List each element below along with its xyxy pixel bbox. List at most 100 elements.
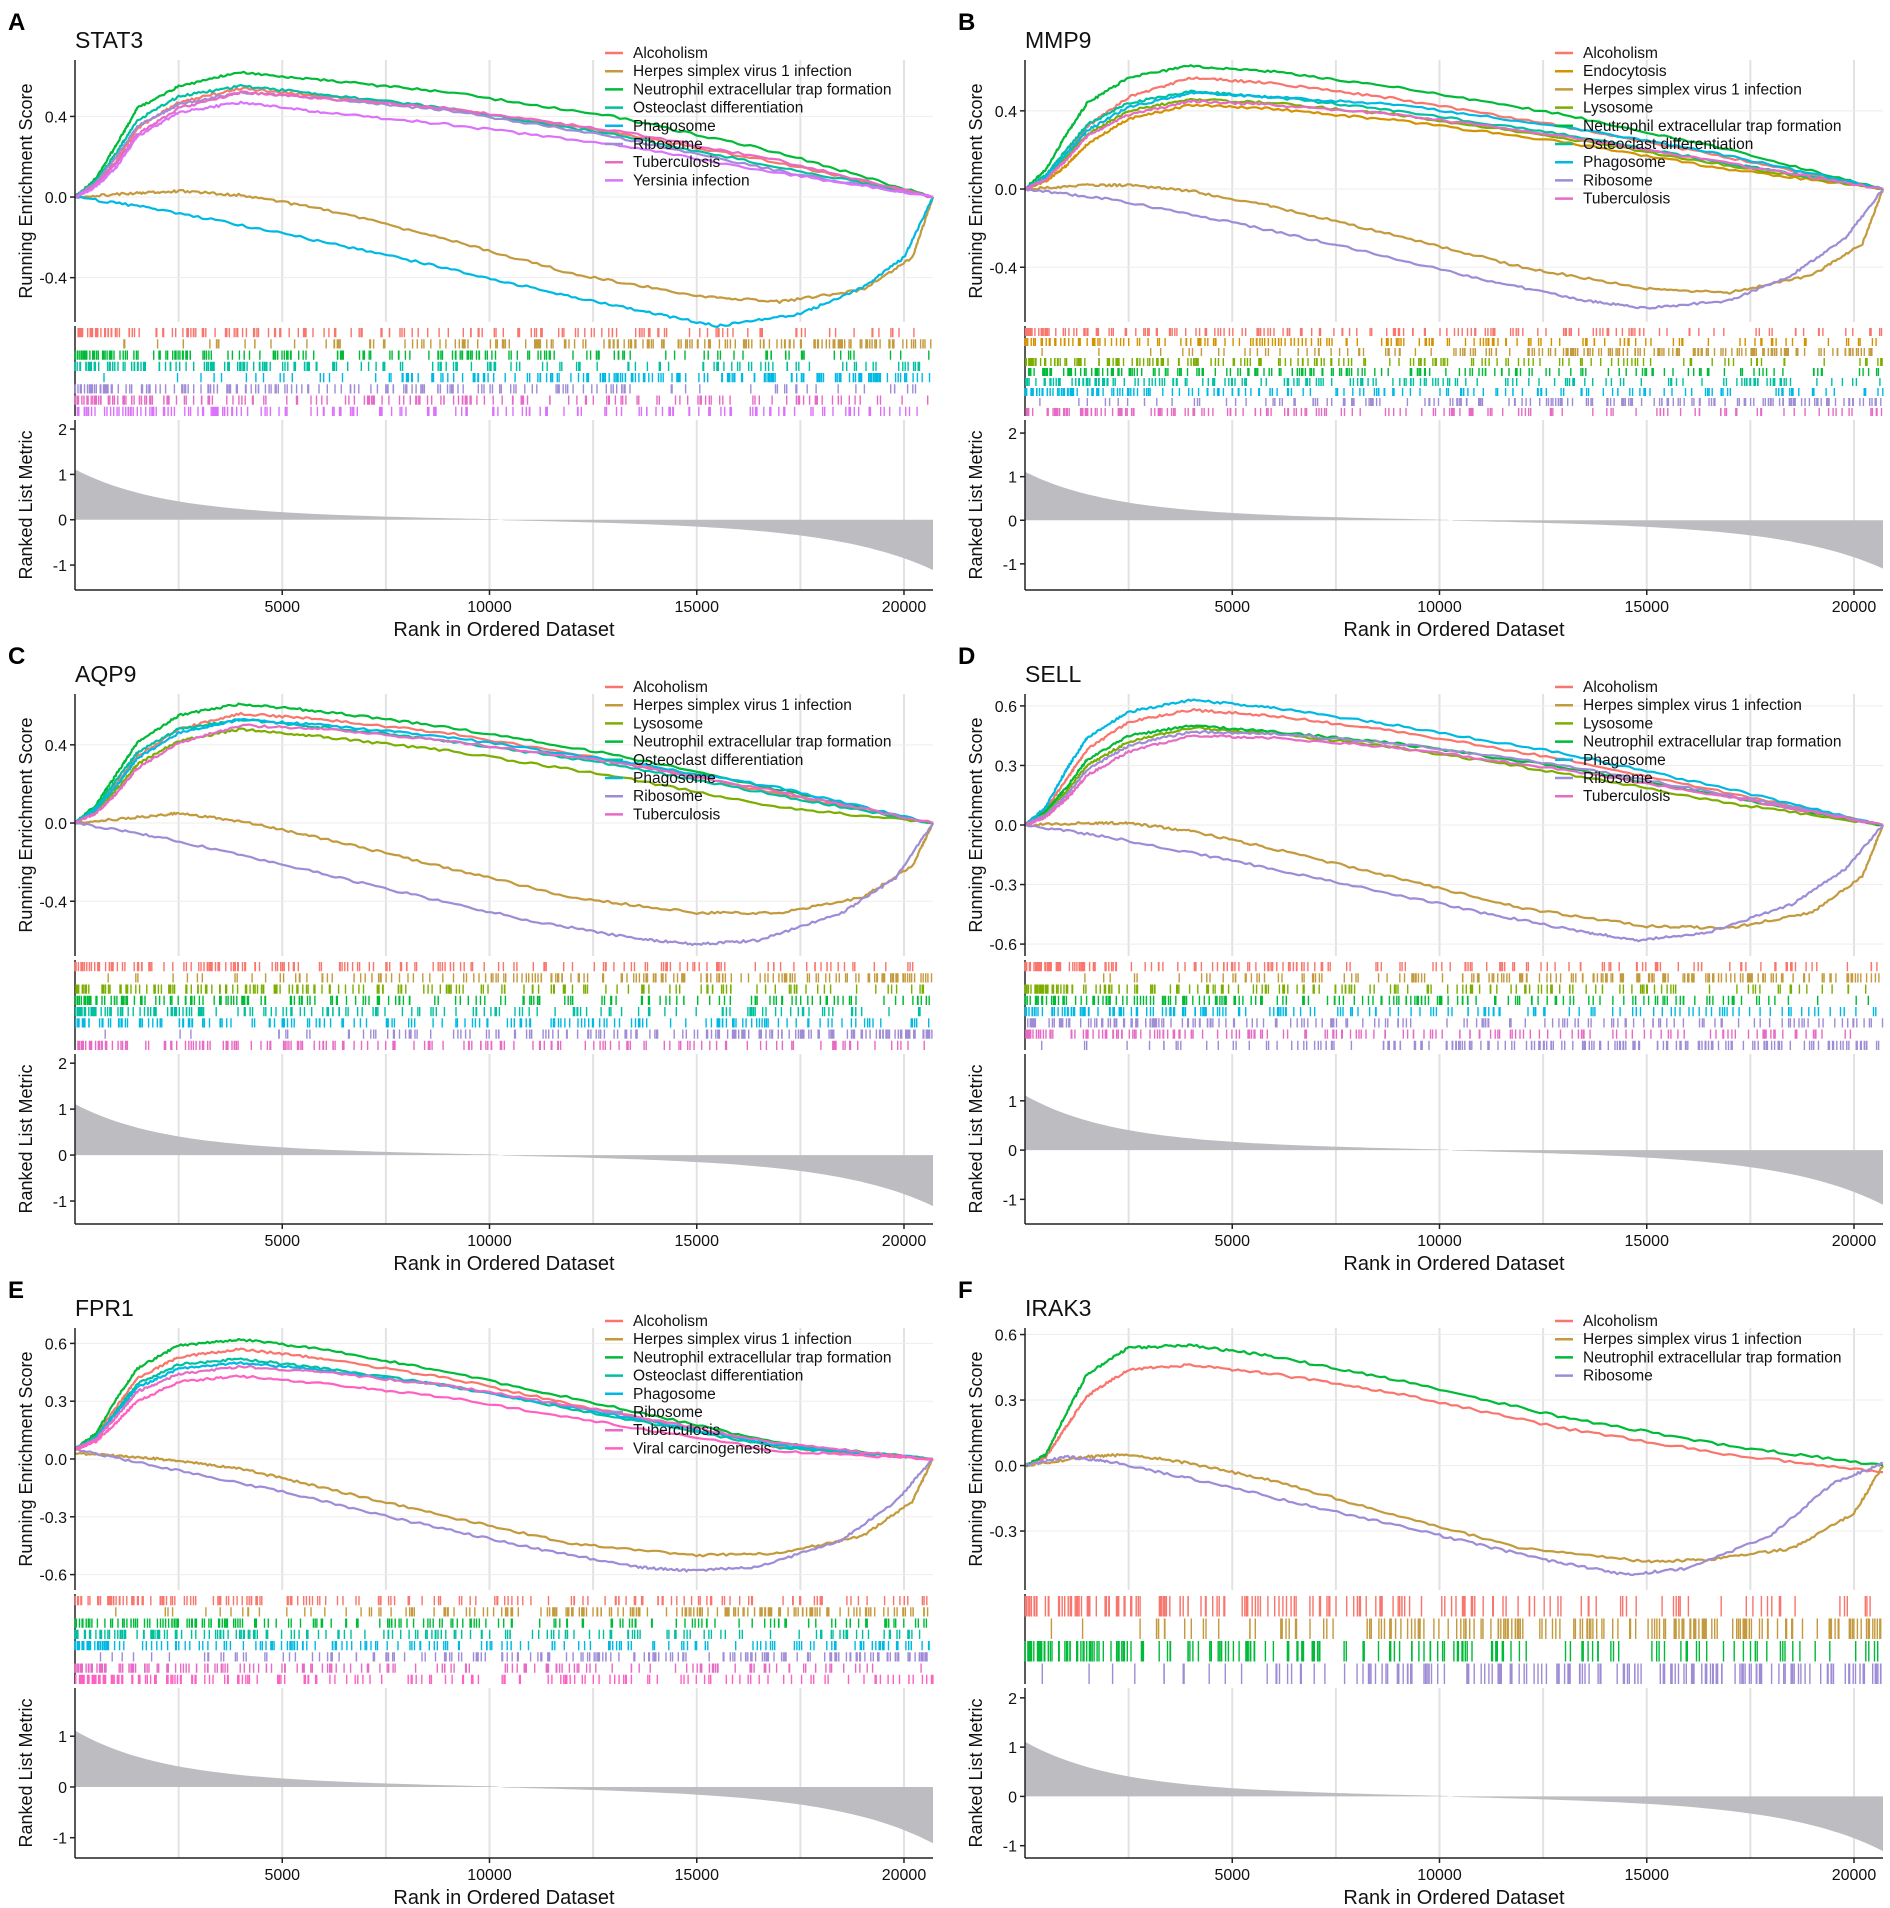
x-tick-label: 5000 [264,599,300,616]
rug-ticks [1025,1029,1852,1039]
es-curve-yersinia-infection [74,100,934,199]
rug-ticks [74,350,930,360]
rug-ticks [1024,1007,1877,1017]
legend-label: Tuberculosis [1583,788,1671,805]
legend-label: Alcoholism [633,679,708,696]
es-y-tick-label: -0.3 [989,878,1017,895]
es-curve-ribosome [74,90,934,199]
ranked-metric-area [75,1730,933,1844]
es-curve-neutrophil-extracellular-trap-formation [74,70,934,199]
es-curve-herpes-simplex-virus-1-infection [1024,1453,1885,1564]
rug-ticks [1041,348,1873,356]
metric-y-axis-label: Ranked List Metric [16,1698,36,1847]
metric-y-tick-label: 1 [1008,1740,1017,1757]
es-y-tick-label: 0.4 [995,104,1017,121]
legend-label: Neutrophil extracellular trap formation [633,734,891,751]
es-y-tick-label: 0.0 [995,818,1017,835]
rug-ticks [1024,995,1869,1005]
es-y-tick-label: 0.3 [995,1393,1017,1410]
x-tick-label: 15000 [674,1867,719,1884]
rug-ticks [1041,1663,1882,1684]
es-curve-phagosome [74,1361,934,1461]
es-curve-ribosome [74,821,934,947]
rug-ticks [1024,984,1867,994]
panel-title: MMP9 [1025,27,1091,53]
legend-label: Alcoholism [1583,679,1658,696]
x-axis-label: Rank in Ordered Dataset [1343,1253,1565,1275]
metric-y-tick-label: 2 [1008,1691,1017,1708]
es-curve-phagosome [1024,698,1884,827]
x-tick-label: 15000 [1624,599,1669,616]
es-curve-phagosome [74,717,934,825]
es-y-tick-label: -0.3 [39,1510,67,1527]
legend-label: Phagosome [633,118,716,135]
rug-ticks [1024,328,1883,336]
es-y-tick-label: 0.6 [995,1328,1017,1345]
legend-label: Alcoholism [633,1313,708,1330]
x-tick-label: 20000 [882,1233,927,1250]
ranked-metric-area [75,469,933,571]
es-curve-tuberculosis [74,1364,934,1461]
es-y-tick-label: -0.4 [39,894,67,911]
metric-y-tick-label: 1 [58,1729,67,1746]
legend-label: Phagosome [633,770,716,787]
es-curve-ribosome [1024,729,1884,827]
legend-label: Ribosome [1583,770,1653,787]
legend-label: Tuberculosis [1583,191,1671,208]
es-curve-herpes-simplex-virus-1-infection [1024,820,1885,931]
rug-ticks [99,1652,928,1662]
metric-y-tick-label: 0 [58,1780,67,1797]
panel-title: STAT3 [75,27,143,53]
es-curve-alcoholism [74,86,934,199]
rug-ticks [74,1007,921,1017]
metric-y-tick-label: 1 [58,467,67,484]
metric-y-tick-label: 1 [58,1102,67,1119]
legend-label: Herpes simplex virus 1 infection [1583,81,1802,98]
es-curve-osteoclast-differentiation [74,84,934,199]
rug-ticks [74,384,917,394]
es-curve-viral-carcinogenesis [74,1374,934,1461]
metric-y-tick-label: -1 [53,558,67,575]
metric-y-axis-label: Ranked List Metric [966,1064,986,1213]
rug-ticks [1050,1618,1882,1639]
rug-ticks [74,1641,930,1651]
es-y-tick-label: 0.3 [45,1394,67,1411]
legend-label: Osteoclast differentiation [633,100,803,117]
ranked-metric-area [1025,1741,1883,1852]
x-tick-label: 15000 [1624,1233,1669,1250]
legend-label: Herpes simplex virus 1 infection [633,63,852,80]
legend-label: Phagosome [633,1386,716,1403]
rug-ticks [103,373,931,383]
es-curve-alcoholism [1024,707,1884,827]
legend-label: Lysosome [633,715,703,732]
metric-y-tick-label: -1 [53,1194,67,1211]
es-curve-tuberculosis [1024,99,1884,191]
rug-ticks [1024,388,1884,396]
legend-label: Alcoholism [1583,45,1658,62]
x-tick-label: 20000 [1832,1233,1877,1250]
legend-label: Herpes simplex virus 1 infection [1583,1331,1802,1348]
ranked-metric-area [1025,1095,1883,1205]
metric-y-tick-label: 0 [58,513,67,530]
rug-ticks [74,395,929,405]
x-tick-label: 10000 [1417,1233,1462,1250]
es-y-tick-label: -0.6 [989,937,1017,954]
es-y-tick-label: -0.4 [39,271,67,288]
ranked-metric-area [75,1104,933,1207]
es-curve-phagosome [74,195,935,328]
es-curve-neutrophil-extracellular-trap-formation [1024,64,1884,191]
legend-label: Osteoclast differentiation [1583,136,1753,153]
es-y-tick-label: 0.6 [45,1336,67,1353]
legend-label: Neutrophil extracellular trap formation [633,81,891,98]
es-y-tick-label: 0.6 [995,699,1017,716]
es-curve-alcoholism [1023,1363,1884,1474]
es-y-tick-label: 0.3 [995,758,1017,775]
rug-ticks [1025,358,1883,366]
rug-ticks [74,1596,928,1606]
x-tick-label: 20000 [882,1867,927,1884]
legend-label: Ribosome [633,788,703,805]
x-tick-label: 10000 [1417,1867,1462,1884]
rug-ticks [1025,408,1883,416]
es-y-axis-label: Running Enrichment Score [966,83,986,298]
